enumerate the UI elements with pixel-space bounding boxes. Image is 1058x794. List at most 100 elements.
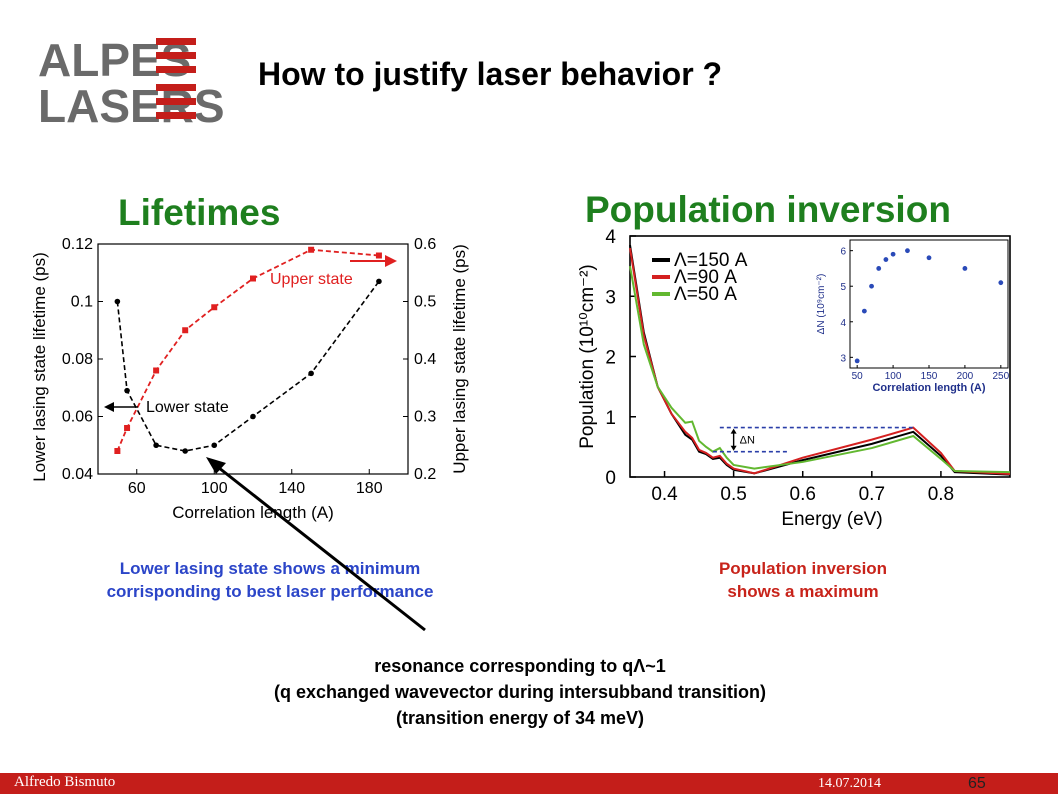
y-axis-label: Population (10¹⁰cm⁻²)	[577, 264, 598, 449]
upper-state-label: Upper state	[270, 271, 353, 288]
inset-point	[883, 257, 889, 262]
inset-y-tick-label: 4	[840, 318, 846, 329]
y2-tick-label: 0.5	[414, 294, 436, 311]
y-tick-label: 0	[605, 468, 616, 489]
x-tick-label: 0.6	[790, 484, 816, 505]
inset-point	[861, 308, 867, 314]
upper-state-point	[375, 252, 382, 259]
y2-tick-label: 0.2	[414, 466, 436, 483]
resonance-line1: resonance corresponding to qΛ~1	[374, 656, 666, 676]
x-tick-label: 100	[201, 480, 228, 497]
inset-x-tick-label: 250	[992, 371, 1009, 382]
upper-state-point	[308, 246, 315, 253]
inset-point	[926, 255, 932, 261]
lower-state-point	[114, 298, 121, 305]
upper-state-point	[124, 425, 131, 431]
population-caption-line2: shows a maximum	[727, 582, 879, 601]
x-tick-label: 0.8	[928, 484, 954, 505]
upper-state-arrow-head	[385, 255, 397, 267]
inset-point	[905, 248, 910, 254]
y-tick-label: 3	[605, 287, 616, 308]
lower-state-point	[124, 387, 130, 394]
resonance-line3: (transition energy of 34 meV)	[395, 708, 645, 728]
lower-state-label: Lower state	[146, 399, 229, 416]
resonance-note: resonance corresponding to qΛ~1 (q excha…	[150, 653, 890, 731]
footer-date: 14.07.2014	[818, 776, 881, 791]
footer-bar	[0, 773, 1058, 794]
x-tick-label: 0.4	[651, 484, 678, 505]
inset-y-tick-label: 5	[840, 282, 846, 293]
y-axis-label: Lower lasing state lifetime (ps)	[30, 252, 49, 482]
upper-state-point	[114, 448, 121, 454]
inset-point	[998, 280, 1004, 286]
inset-x-tick-label: 100	[885, 371, 902, 382]
upper-state-series-line	[116, 248, 380, 452]
legend-label: Λ=90 A	[674, 267, 737, 288]
resonance-arrow-head	[206, 457, 226, 474]
logo-stripes	[156, 38, 196, 119]
population-series-line	[629, 265, 1011, 474]
x-axis-label: Correlation length (A)	[172, 503, 334, 522]
upper-state-point	[153, 367, 160, 374]
lower-state-point	[308, 370, 314, 377]
inset-y-axis-label: ΔN (10⁹cm⁻²)	[816, 274, 827, 335]
lower-state-caption-line1: Lower lasing state shows a minimum	[119, 559, 421, 578]
population-chart: 0.4 0.5 0.6 0.7 0.8 0 1 2 3 4 Energy (eV) Populatio…	[577, 227, 1011, 530]
y-tick-label: 4	[605, 227, 616, 248]
legend-label: Λ=150 A	[674, 250, 748, 271]
lifetimes-heading: Lifetimes	[118, 192, 281, 233]
x-tick-label: 0.5	[720, 484, 746, 505]
x-tick-label: 60	[128, 480, 146, 497]
lower-state-point	[250, 413, 256, 420]
x-tick-label: 0.7	[859, 484, 885, 505]
delta-n-arrow-head-up	[730, 428, 737, 434]
lower-state-point	[182, 448, 188, 454]
y-tick-label: 1	[605, 408, 616, 429]
y2-tick-label: 0.3	[414, 409, 436, 426]
y-tick-label: 0.04	[62, 466, 93, 483]
inset-x-tick-label: 50	[852, 371, 864, 382]
population-series-line	[629, 247, 1011, 475]
x-tick-label: 180	[356, 480, 383, 497]
delta-n-arrow-head-down	[730, 445, 737, 451]
inset-x-axis-label: Correlation length (A)	[872, 382, 985, 394]
y-tick-label: 0.08	[62, 351, 93, 368]
lower-state-point	[211, 442, 218, 449]
lifetimes-chart: 60 100 140 180 0.04 0.06 0.08 0.1 0.12 0.2 0.3 0.4 0…	[30, 236, 469, 522]
y2-tick-label: 0.6	[414, 236, 436, 253]
inset-point	[876, 266, 882, 271]
alpes-lasers-logo: ALPES LASERS	[38, 36, 225, 126]
y2-axis-label: Upper lasing state lifetime (ps)	[450, 244, 469, 474]
y-tick-label: 0.1	[71, 294, 93, 311]
delta-n-label: ΔN	[740, 435, 755, 447]
y-tick-label: 2	[605, 348, 616, 369]
inset-x-tick-label: 150	[921, 371, 938, 382]
inset-x-tick-label: 200	[957, 371, 974, 382]
inset-point	[869, 283, 874, 289]
y-tick-label: 0.06	[62, 409, 93, 426]
page-number: 65	[968, 775, 986, 792]
population-caption: Population inversion shows a maximum	[668, 557, 938, 603]
inset-frame	[849, 239, 1009, 369]
legend-label: Λ=50 A	[674, 284, 737, 305]
footer-author: Alfredo Bismuto	[14, 774, 116, 790]
lower-state-point	[376, 278, 382, 285]
inset-point	[962, 266, 968, 271]
x-axis-label: Energy (eV)	[781, 509, 882, 530]
lower-state-series-line	[116, 280, 380, 452]
x-tick-label: 140	[278, 480, 305, 497]
upper-state-point	[182, 327, 189, 334]
inset-point	[854, 358, 860, 364]
y-tick-label: 0.12	[62, 236, 93, 253]
slide-title: How to justify laser behavior ?	[258, 56, 723, 92]
lower-state-caption: Lower lasing state shows a minimum corri…	[20, 557, 520, 603]
inset-y-tick-label: 3	[840, 353, 846, 364]
lower-state-point	[153, 442, 159, 449]
y2-tick-label: 0.4	[414, 351, 436, 368]
lower-state-arrow-head	[104, 402, 114, 412]
inset-y-tick-label: 6	[840, 247, 846, 258]
lower-state-caption-line2: corrisponding to best laser performance	[106, 582, 434, 601]
upper-state-point	[250, 275, 256, 282]
upper-state-point	[211, 304, 218, 311]
